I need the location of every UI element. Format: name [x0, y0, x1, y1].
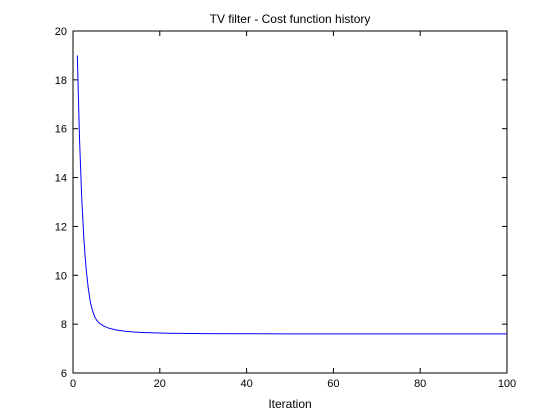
y-tick-label: 20	[55, 26, 67, 38]
y-tick-label: 10	[55, 270, 67, 282]
x-tick-label: 60	[327, 378, 339, 390]
x-tick-label: 80	[414, 378, 426, 390]
x-axis-label: Iteration	[268, 397, 311, 411]
x-tick-label: 100	[498, 378, 516, 390]
plot-area	[72, 30, 508, 374]
x-tick-label: 40	[240, 378, 252, 390]
y-tick-label: 18	[55, 75, 67, 87]
series-lines	[76, 55, 507, 335]
y-tick-label: 8	[61, 319, 67, 331]
y-tick-label: 14	[55, 173, 67, 185]
x-tick-label: 20	[154, 378, 166, 390]
series-line	[76, 55, 507, 335]
y-tick-label: 16	[55, 124, 67, 136]
x-tick-label: 0	[70, 378, 76, 390]
chart-title: TV filter - Cost function history	[210, 12, 371, 26]
y-tick-label: 6	[61, 368, 67, 380]
axis-ticks: 0 20 40 60 80 100 6 8 10 12 14 16 18 20	[55, 26, 516, 390]
y-tick-label: 12	[55, 221, 67, 233]
